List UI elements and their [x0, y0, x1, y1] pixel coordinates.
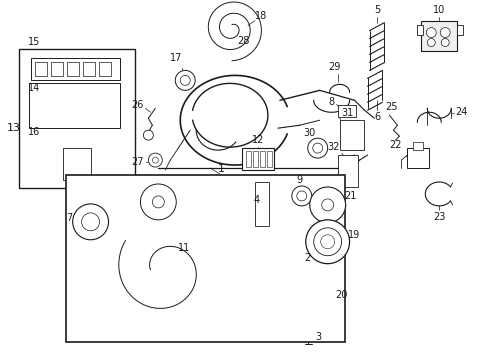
Bar [51, 62, 62, 76]
Text: 31: 31 [341, 108, 353, 118]
Bar [99, 62, 110, 76]
Text: 14: 14 [28, 84, 40, 93]
Bar [82, 62, 94, 76]
Text: 11: 11 [178, 243, 190, 253]
Circle shape [427, 39, 434, 46]
Text: 24: 24 [454, 107, 467, 117]
Bar [456, 24, 462, 35]
Text: 22: 22 [388, 140, 401, 150]
Text: 8: 8 [328, 97, 334, 107]
Circle shape [309, 187, 345, 223]
Text: 5: 5 [374, 5, 380, 15]
Bar [416, 24, 423, 35]
Circle shape [291, 186, 311, 206]
Text: 28: 28 [237, 36, 249, 46]
Circle shape [143, 130, 153, 140]
Bar [242, 148, 273, 170]
Circle shape [307, 138, 327, 158]
Text: 30: 30 [303, 128, 315, 138]
Text: 4: 4 [253, 195, 260, 205]
Bar [19, 49, 135, 188]
Text: 20: 20 [335, 289, 347, 300]
Bar [254, 182, 268, 226]
Bar [66, 62, 79, 76]
Text: 19: 19 [347, 230, 359, 240]
Circle shape [313, 228, 341, 256]
Text: 16: 16 [28, 127, 40, 137]
Circle shape [180, 75, 190, 85]
Bar [266, 151, 271, 167]
Circle shape [426, 28, 435, 37]
Text: 29: 29 [328, 62, 340, 72]
Text: 21: 21 [344, 191, 356, 201]
Bar [339, 120, 363, 150]
Bar [65, 175, 344, 342]
Text: 12: 12 [251, 135, 264, 145]
Bar [412, 142, 423, 150]
Circle shape [440, 39, 448, 46]
Bar [62, 148, 90, 180]
Bar [407, 148, 428, 168]
Text: 18: 18 [254, 11, 266, 21]
Text: 17: 17 [170, 54, 182, 63]
Text: 23: 23 [432, 212, 445, 222]
Circle shape [439, 28, 449, 37]
Circle shape [312, 143, 322, 153]
Text: 15: 15 [28, 36, 40, 46]
Circle shape [320, 235, 334, 249]
Circle shape [175, 71, 195, 90]
Text: 9: 9 [296, 175, 302, 185]
Text: 3: 3 [315, 332, 321, 342]
Text: 10: 10 [432, 5, 445, 15]
Text: 13: 13 [7, 123, 21, 133]
Text: 7: 7 [66, 213, 73, 223]
Bar [260, 151, 264, 167]
Circle shape [321, 199, 333, 211]
Circle shape [81, 213, 100, 231]
Bar [245, 151, 250, 167]
Bar [252, 151, 258, 167]
Circle shape [140, 184, 176, 220]
Text: 27: 27 [131, 157, 143, 167]
Bar [337, 155, 357, 187]
Text: 26: 26 [131, 100, 143, 110]
Bar [421, 21, 456, 50]
Circle shape [305, 220, 349, 264]
Text: 25: 25 [385, 102, 397, 112]
Circle shape [296, 191, 306, 201]
Text: 6: 6 [374, 112, 380, 122]
Bar [337, 105, 355, 117]
Circle shape [148, 153, 162, 167]
Circle shape [152, 157, 158, 163]
Text: 32: 32 [326, 142, 339, 152]
Text: 2: 2 [304, 253, 310, 263]
Circle shape [73, 204, 108, 240]
Bar [35, 62, 47, 76]
Bar [31, 58, 120, 80]
Text: 1: 1 [218, 164, 224, 174]
Bar [29, 84, 120, 128]
Circle shape [152, 196, 164, 208]
